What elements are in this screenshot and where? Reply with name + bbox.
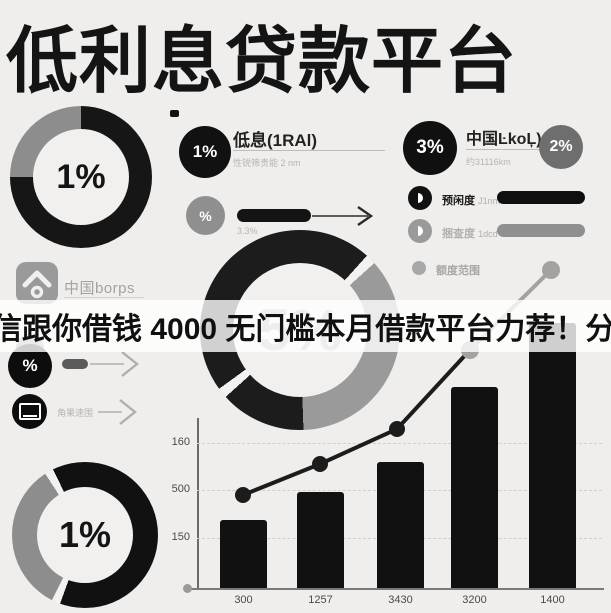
promo-banner: 信跟你借钱 4000 无门槛本月借款平台力荐！分享小额网贷口子4000元 xyxy=(0,300,611,352)
connector-line xyxy=(466,149,542,150)
right-card-title: 中国ĿkoĻ) xyxy=(466,131,542,148)
y-tick-label: 160 xyxy=(171,436,190,448)
left-card-subtitle: 性锐筛贵能 2 nm xyxy=(233,158,301,168)
half-moon-icon xyxy=(408,219,432,243)
y-tick-label: 500 xyxy=(171,483,190,495)
right-row2-sub: 1dcd xyxy=(478,229,498,239)
axis-origin-dot xyxy=(183,584,192,593)
x-tick-label: 1400 xyxy=(540,594,565,606)
right-row2-text: 捆查度 xyxy=(442,228,475,240)
monitor-row-label: 角果速围 xyxy=(57,408,94,418)
brand-text: 中国borps xyxy=(64,280,136,297)
left-card-badge: 1% xyxy=(179,126,231,178)
donut-chart-top-left: 1% xyxy=(10,106,152,248)
right-row1-label: 预闲度 J1nm xyxy=(442,192,500,208)
divider xyxy=(233,150,385,151)
progress-pill xyxy=(497,224,585,237)
x-tick-label: 3200 xyxy=(462,594,487,606)
progress-pill xyxy=(497,191,585,204)
divider xyxy=(64,297,144,298)
right-card-badge: 3% xyxy=(403,121,457,175)
monitor-icon xyxy=(12,394,47,429)
right-row3-label: 额度范围 xyxy=(436,265,480,277)
left-card-note: 3.3% xyxy=(237,226,258,236)
donut-top-left-value: 1% xyxy=(56,157,106,196)
right-row1-sub: J1nm xyxy=(478,196,501,206)
home-pin-icon xyxy=(16,262,58,304)
donut-bottom-left-value: 1% xyxy=(58,514,112,555)
right-row2-label: 捆查度 1dcd xyxy=(442,225,498,241)
square-marker-icon xyxy=(170,110,179,117)
bar xyxy=(377,462,424,588)
right-row1-text: 预闲度 xyxy=(442,195,475,207)
right-card-badge-2: 2% xyxy=(539,125,583,169)
bullet-icon xyxy=(412,261,426,275)
bar xyxy=(451,387,498,588)
x-tick-label: 3430 xyxy=(388,594,413,606)
line-point xyxy=(389,421,405,437)
bar xyxy=(297,492,344,588)
progress-pill xyxy=(62,359,88,369)
line-point xyxy=(312,456,328,472)
y-axis xyxy=(197,418,199,589)
bar xyxy=(220,520,267,588)
x-axis xyxy=(190,588,604,590)
x-tick-label: 300 xyxy=(234,594,253,606)
left-card-title: 低息(1RAl) xyxy=(233,131,318,150)
percent-badge: % xyxy=(186,196,225,235)
line-point xyxy=(542,261,560,279)
donut-chart-bottom-left: 1% xyxy=(12,462,158,608)
promo-banner-text: 信跟你借钱 4000 无门槛本月借款平台力荐！分享小额网贷口子4000元 xyxy=(0,313,611,346)
y-tick-label: 150 xyxy=(171,531,190,543)
half-moon-icon xyxy=(408,186,432,210)
progress-pill xyxy=(237,209,311,222)
page-title: 低利息贷款平台 xyxy=(6,22,518,102)
x-tick-label: 1257 xyxy=(308,594,333,606)
right-card-subtitle: 约31116km xyxy=(466,157,511,167)
bar xyxy=(529,323,576,588)
